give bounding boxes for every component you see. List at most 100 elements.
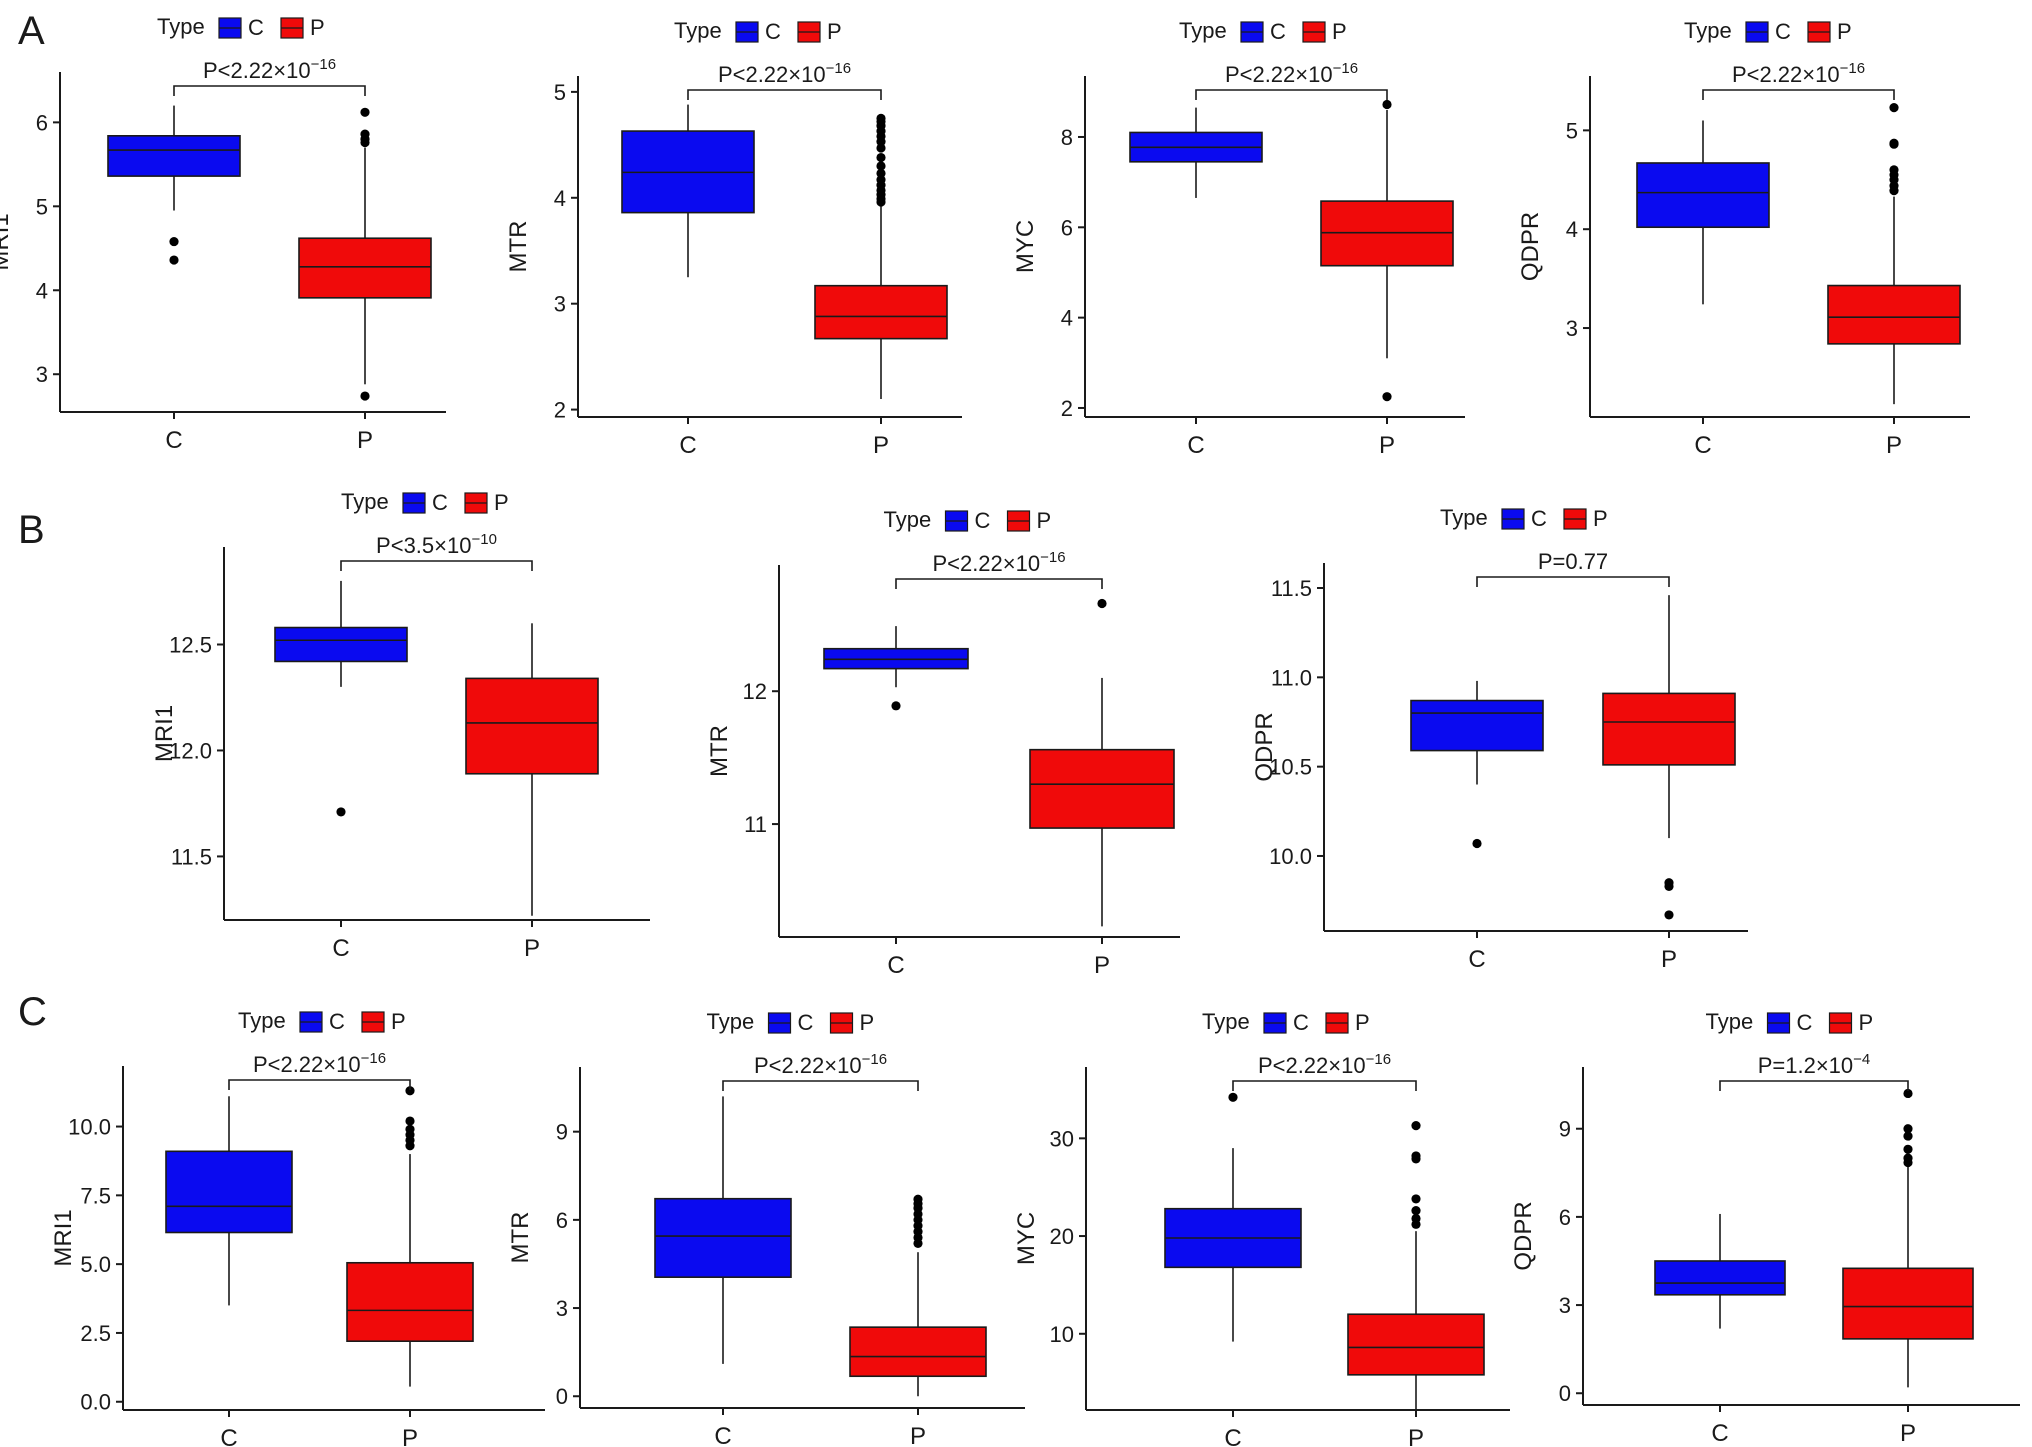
y-tick-label: 11.0 — [1271, 665, 1312, 690]
box-iqr — [346, 1261, 474, 1342]
y-tick-label: 0 — [556, 1384, 568, 1409]
outlier-point — [1889, 139, 1899, 149]
y-tick-label: 3 — [36, 362, 48, 387]
chart-c-myc: 10 20 30 MYC C P P<2.22×10−16 Type C P — [1013, 1009, 1510, 1447]
significance-bracket — [1702, 89, 1895, 100]
legend-label-p: P — [1332, 19, 1347, 44]
box-iqr — [465, 677, 599, 775]
box-iqr — [849, 1326, 987, 1378]
chart-a-myc: 2 4 6 8 MYC C P P<2.22×10−16 Type C P — [1012, 18, 1465, 459]
y-axis-title: MYC — [1013, 1212, 1040, 1265]
y-tick-label: 12 — [743, 679, 767, 704]
outlier-point — [360, 137, 370, 148]
box-c — [1636, 120, 1770, 305]
x-tick-label: P — [1886, 432, 1902, 459]
y-tick-label: 11.5 — [1271, 576, 1312, 601]
y-tick-label: 4 — [36, 278, 48, 303]
outlier-point — [1903, 1124, 1913, 1134]
box-c — [1129, 107, 1263, 198]
outlier-point — [405, 1141, 415, 1151]
y-tick-label: 0.0 — [80, 1390, 111, 1415]
outlier-point — [1889, 186, 1899, 196]
legend: Type C P — [157, 14, 325, 40]
legend: Type C P — [238, 1008, 406, 1034]
p-value-label: P<2.22×10−16 — [203, 56, 336, 83]
outlier-point — [1903, 1144, 1913, 1154]
box-c — [1164, 1092, 1302, 1342]
x-tick-label: C — [165, 427, 182, 454]
outlier-point — [876, 152, 886, 163]
p-value-label: P=0.77 — [1538, 549, 1608, 574]
box-c — [274, 580, 408, 817]
outlier-point — [891, 701, 901, 711]
significance-bracket — [1232, 1080, 1417, 1091]
box-p — [1320, 99, 1454, 402]
outlier-point — [1411, 1154, 1421, 1164]
p-value-label: P<2.22×10−16 — [718, 60, 851, 87]
y-axis-title: MTR — [507, 1212, 534, 1264]
significance-bracket — [173, 85, 366, 96]
significance-bracket — [340, 560, 533, 571]
x-tick-label: P — [402, 1425, 418, 1447]
outlier-point — [1411, 1121, 1421, 1131]
box-c — [1654, 1213, 1786, 1329]
box-c — [654, 1096, 792, 1364]
x-tick-label: C — [887, 952, 904, 979]
outlier-point — [1472, 838, 1482, 849]
legend-label-p: P — [1837, 19, 1852, 44]
x-tick-label: C — [1224, 1425, 1241, 1447]
legend-label-c: C — [1270, 19, 1286, 44]
outlier-point — [1411, 1219, 1421, 1229]
legend-label-p: P — [1859, 1010, 1874, 1035]
box-c — [165, 1096, 293, 1306]
legend-title: Type — [238, 1008, 286, 1033]
outlier-point — [1097, 598, 1107, 609]
box-iqr — [107, 135, 241, 177]
box-iqr — [1602, 692, 1736, 766]
outlier-point — [1903, 1157, 1913, 1168]
box-p — [814, 113, 948, 399]
outlier-point — [405, 1086, 415, 1096]
box-iqr — [814, 284, 948, 340]
outlier-point — [876, 168, 886, 179]
box-iqr — [1347, 1313, 1485, 1376]
legend-label-c: C — [329, 1009, 345, 1034]
y-axis-title: MRI1 — [0, 213, 14, 270]
y-tick-label: 3 — [1559, 1293, 1571, 1318]
y-axis-title: MTR — [505, 221, 532, 273]
y-tick-label: 12.0 — [169, 738, 212, 763]
box-p — [1029, 598, 1175, 927]
legend-label-p: P — [310, 15, 325, 40]
panel-label-b: B — [18, 508, 45, 552]
legend-label-c: C — [1775, 19, 1791, 44]
y-tick-label: 9 — [1559, 1117, 1571, 1142]
y-tick-label: 30 — [1050, 1126, 1074, 1151]
y-tick-label: 4 — [554, 186, 566, 211]
y-tick-label: 2 — [554, 398, 566, 423]
chart-b-qdpr: 10.0 10.5 11.0 11.5 QDPR C P P=0.77 Type C P — [1251, 505, 1748, 973]
legend-title: Type — [674, 18, 722, 43]
legend: Type C P — [884, 507, 1052, 533]
y-axis-title: MRI1 — [50, 1209, 77, 1266]
y-tick-label: 3 — [554, 292, 566, 317]
outlier-point — [876, 197, 886, 207]
box-iqr — [1410, 699, 1544, 752]
x-tick-label: C — [714, 1423, 731, 1447]
outlier-point — [169, 255, 179, 265]
legend-label-p: P — [391, 1009, 406, 1034]
legend: Type C P — [707, 1009, 875, 1035]
box-iqr — [654, 1197, 792, 1278]
outlier-point — [405, 1116, 415, 1126]
outlier-point — [1903, 1088, 1913, 1099]
legend-label-c: C — [1293, 1010, 1309, 1035]
legend-title: Type — [341, 489, 389, 514]
y-tick-label: 10.0 — [68, 1115, 111, 1140]
y-tick-label: 6 — [556, 1208, 568, 1233]
box-iqr — [1842, 1267, 1974, 1340]
chart-b-mri1: 11.5 12.0 12.5 MRI1 C P P<3.5×10−10 Type C P — [151, 489, 650, 962]
outlier-point — [169, 236, 179, 247]
y-tick-label: 2 — [1061, 396, 1073, 421]
